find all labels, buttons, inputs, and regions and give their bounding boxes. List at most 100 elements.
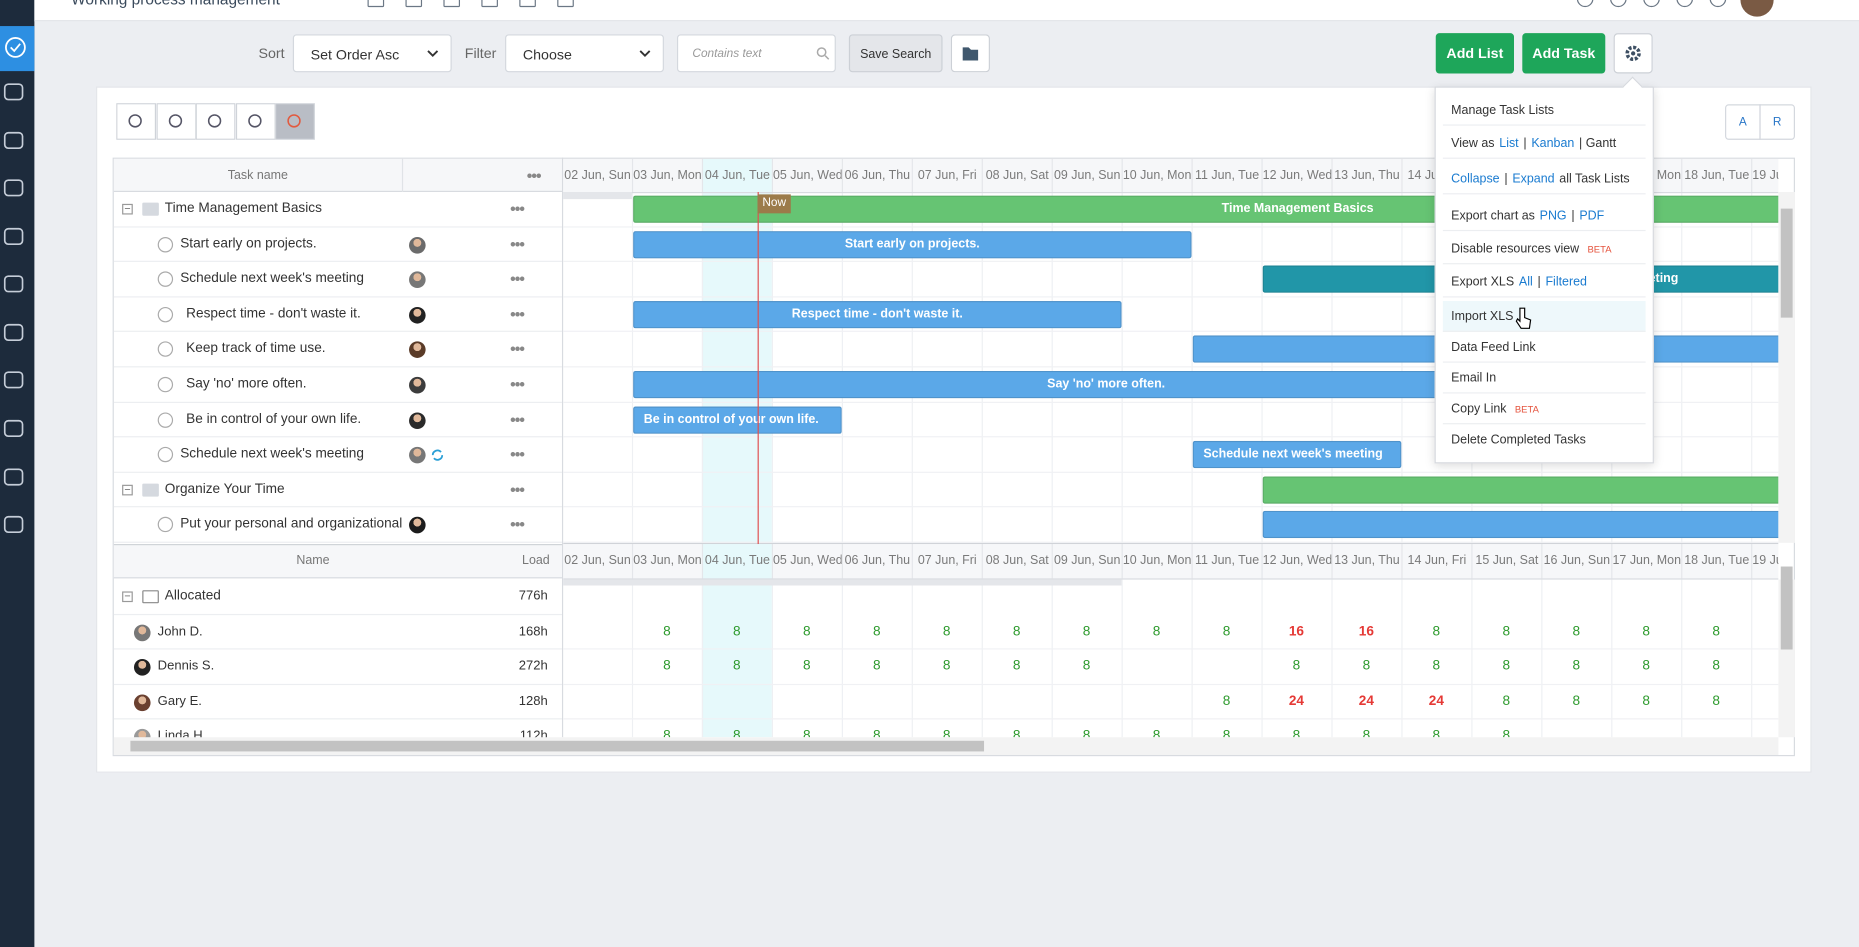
day-line [1261,579,1263,738]
complete-check[interactable] [157,341,174,358]
menu-link[interactable]: List [1499,136,1519,151]
save-search-button[interactable]: Save Search [848,34,943,73]
add-task-button[interactable]: Add Task [1522,33,1606,74]
task-bar[interactable]: Say 'no' more often. [633,370,1580,399]
task-name[interactable]: Be in control of your own life. [186,411,362,427]
nav-icon[interactable] [2,370,26,391]
view-icon[interactable] [557,0,574,8]
task-bar[interactable]: Schedule next week's meeting [1192,441,1402,469]
complete-check[interactable] [157,306,174,323]
menu-item[interactable]: View as List | Kanban | Gantt [1442,128,1646,159]
nav-icon[interactable] [2,322,26,343]
nav-icon[interactable] [2,418,26,439]
view-icon[interactable] [481,0,498,8]
menu-link[interactable]: Filtered [1545,274,1587,290]
load-cell: 8 [1082,659,1091,674]
settings-button[interactable] [1613,33,1653,74]
day-line [1121,192,1123,545]
complete-check[interactable] [157,236,174,252]
menu-item[interactable]: Data Feed Link [1442,332,1646,363]
menu-link[interactable]: Kanban [1531,136,1575,151]
row-menu[interactable]: ••• [509,479,525,499]
zoom-button[interactable] [235,103,276,140]
task-name[interactable]: Put your personal and organizational goa… [180,517,402,532]
v-scroll-thumb[interactable] [1780,208,1793,318]
menu-item[interactable]: Copy Link BETA [1442,393,1646,425]
user-avatar[interactable] [1740,0,1774,17]
row-menu[interactable]: ••• [509,339,525,359]
menu-link[interactable]: Expand [1512,171,1555,187]
row-menu[interactable]: ••• [509,269,525,289]
row-menu[interactable]: ••• [509,199,525,219]
menu-item[interactable]: Export XLS All | Filtered [1442,267,1646,298]
task-bar[interactable]: Be in control of your own life. [633,406,842,434]
add-list-button[interactable]: Add List [1435,33,1514,74]
zoom-button[interactable] [195,103,236,140]
row-menu[interactable]: ••• [509,514,525,534]
complete-check[interactable] [157,411,174,428]
menu-item[interactable]: Email In [1442,363,1646,394]
view-icon[interactable] [405,0,423,8]
load-cell: 8 [1572,659,1581,674]
nav-icon[interactable] [2,274,26,295]
menu-link[interactable]: PNG [1539,208,1567,223]
menu-item[interactable]: Manage Task Lists [1442,95,1646,126]
task-name[interactable]: Start early on projects. [180,236,317,251]
menu-link[interactable]: Collapse [1451,171,1500,187]
zoom-button[interactable] [275,103,316,140]
complete-check[interactable] [157,376,174,393]
view-icon[interactable] [443,0,461,8]
v-scroll-thumb[interactable] [1780,566,1793,650]
menu-link[interactable]: PDF [1579,208,1605,223]
task-name[interactable]: Schedule next week's meeting [180,271,364,286]
menu-link[interactable]: All [1518,274,1533,290]
date-header: 08 Jun, Sat [981,544,1052,579]
view-a-button[interactable]: A [1725,104,1761,140]
collapse-toggle[interactable]: − [122,203,133,215]
collapse-toggle[interactable]: − [122,484,133,496]
nav-icon[interactable] [2,467,26,488]
saved-search-button[interactable] [950,34,990,73]
row-menu[interactable]: ••• [509,234,525,254]
load-cell: 24 [1358,694,1374,709]
filter-select[interactable]: Choose [505,34,664,73]
nav-icon[interactable] [2,82,26,103]
row-menu[interactable]: ••• [509,374,525,394]
nav-icon[interactable] [2,514,26,535]
task-name[interactable]: Keep track of time use. [186,341,326,357]
nav-icon[interactable] [2,130,26,151]
row-menu[interactable]: ••• [509,409,525,429]
zoom-button[interactable] [156,103,196,140]
zoom-button[interactable] [116,103,157,140]
complete-check[interactable] [157,517,174,533]
menu-item[interactable]: Delete Completed Tasks [1443,424,1646,455]
view-icon[interactable] [367,0,385,8]
task-name[interactable]: Respect time - don't waste it. [186,306,361,321]
task-row-line [563,506,1779,508]
task-bar[interactable] [1262,476,1779,504]
search-input[interactable]: Contains text [676,34,836,73]
nav-icon[interactable] [2,34,28,60]
view-r-button[interactable]: R [1759,104,1795,140]
resource-header [113,544,562,579]
task-bar[interactable]: Respect time - don't waste it. [633,300,1122,329]
view-icon[interactable] [519,0,536,8]
menu-item[interactable]: Disable resources view BETA [1442,233,1646,265]
sort-select[interactable]: Set Order Asc [292,34,452,73]
task-name[interactable]: Say 'no' more often. [186,376,307,392]
menu-item[interactable]: Collapse | Expand all Task Lists [1442,164,1646,195]
menu-item[interactable]: Import XLS [1442,301,1646,332]
task-bar[interactable] [1262,511,1779,539]
collapse-toggle[interactable]: − [122,591,133,603]
row-menu[interactable]: ••• [509,304,525,324]
nav-icon[interactable] [2,226,26,247]
nav-icon[interactable] [2,178,26,199]
nav-icon-glyph [3,371,24,389]
task-name[interactable]: Schedule next week's meeting [180,447,364,462]
h-scroll-thumb[interactable] [130,740,985,752]
complete-check[interactable] [157,447,174,463]
row-menu[interactable]: ••• [509,444,525,464]
task-bar[interactable]: Start early on projects. [633,230,1192,258]
menu-item[interactable]: Export chart as PNG | PDF [1442,200,1646,232]
complete-check[interactable] [157,271,174,288]
